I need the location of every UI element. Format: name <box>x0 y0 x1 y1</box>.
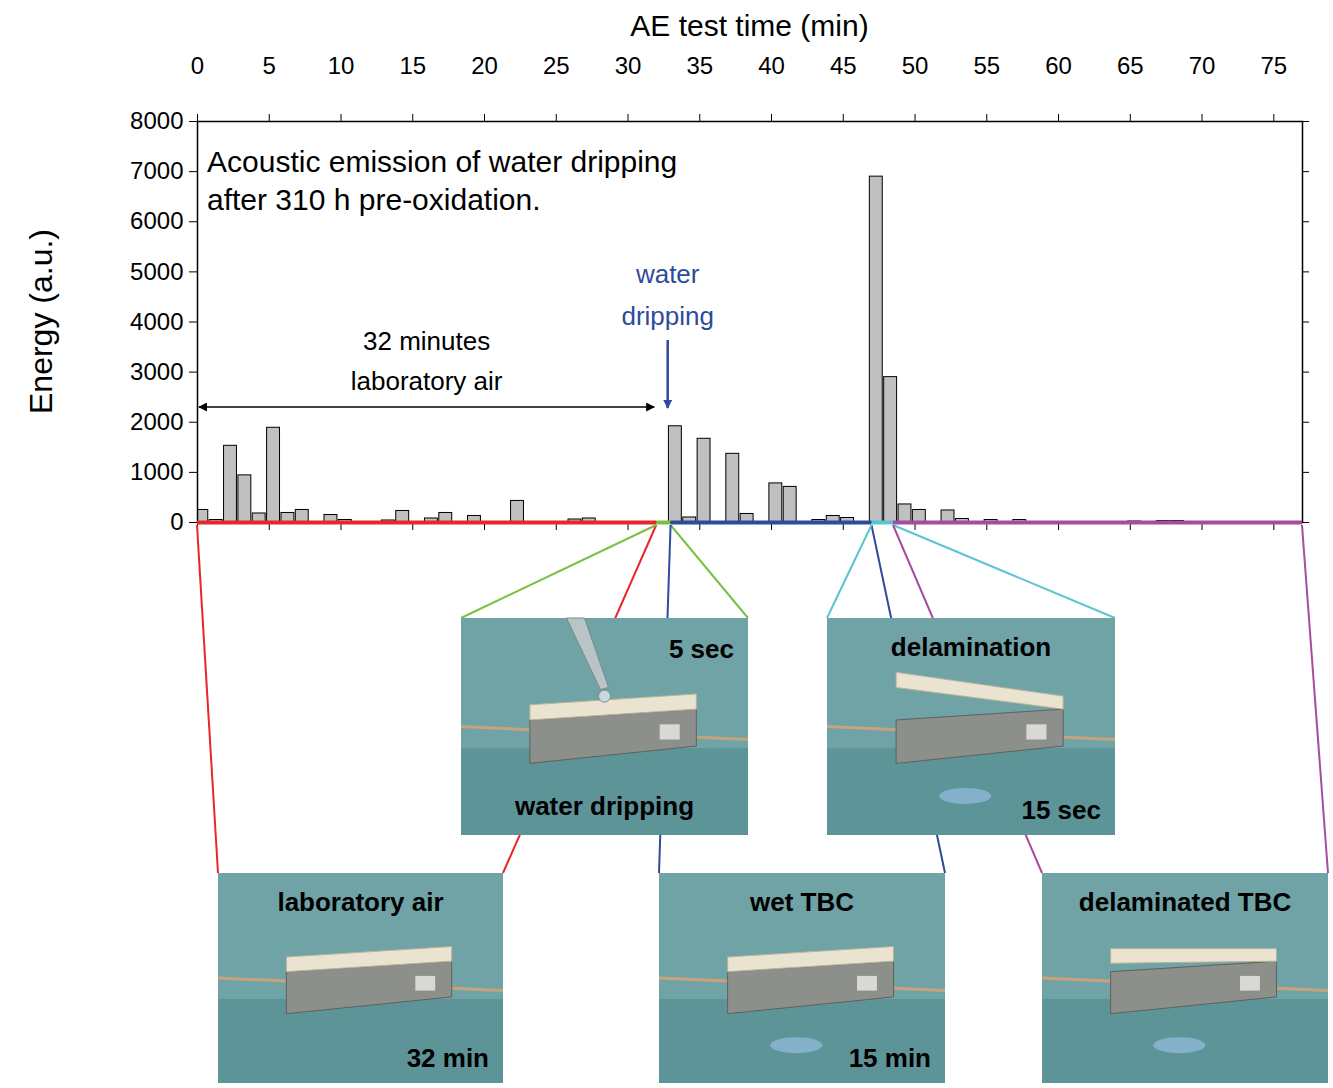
svg-text:1000: 1000 <box>130 458 183 485</box>
svg-text:6000: 6000 <box>130 207 183 234</box>
svg-text:Acoustic emission of water dri: Acoustic emission of water dripping <box>207 145 677 178</box>
svg-text:65: 65 <box>1117 52 1144 79</box>
svg-text:laboratory air: laboratory air <box>277 887 443 917</box>
svg-text:50: 50 <box>902 52 929 79</box>
svg-text:Energy (a.u.): Energy (a.u.) <box>23 229 59 414</box>
svg-text:laboratory air: laboratory air <box>351 366 503 396</box>
svg-text:AE test time (min): AE test time (min) <box>630 9 868 42</box>
svg-text:25: 25 <box>543 52 570 79</box>
svg-text:water: water <box>635 259 700 289</box>
svg-text:delaminated TBC: delaminated TBC <box>1079 887 1292 917</box>
svg-text:10: 10 <box>328 52 355 79</box>
svg-text:5000: 5000 <box>130 258 183 285</box>
svg-text:5 sec: 5 sec <box>669 634 734 664</box>
svg-text:30: 30 <box>615 52 642 79</box>
svg-text:20: 20 <box>471 52 498 79</box>
svg-text:water dripping: water dripping <box>514 791 694 821</box>
svg-text:15 sec: 15 sec <box>1021 795 1101 825</box>
svg-text:3000: 3000 <box>130 358 183 385</box>
svg-text:delamination: delamination <box>891 632 1051 662</box>
svg-text:45: 45 <box>830 52 857 79</box>
svg-text:wet TBC: wet TBC <box>749 887 854 917</box>
svg-text:7000: 7000 <box>130 157 183 184</box>
svg-text:8000: 8000 <box>130 107 183 134</box>
svg-text:0: 0 <box>170 508 183 535</box>
svg-text:35: 35 <box>686 52 713 79</box>
svg-text:after 310 h pre-oxidation.: after 310 h pre-oxidation. <box>207 183 541 216</box>
svg-text:55: 55 <box>973 52 1000 79</box>
svg-text:15 min: 15 min <box>849 1043 931 1073</box>
svg-text:32 min: 32 min <box>407 1043 489 1073</box>
svg-text:70: 70 <box>1189 52 1216 79</box>
svg-text:5: 5 <box>263 52 276 79</box>
svg-text:15: 15 <box>399 52 426 79</box>
svg-text:0: 0 <box>191 52 204 79</box>
svg-text:4000: 4000 <box>130 308 183 335</box>
svg-text:2000: 2000 <box>130 408 183 435</box>
svg-text:40: 40 <box>758 52 785 79</box>
svg-text:dripping: dripping <box>621 301 714 331</box>
svg-text:60: 60 <box>1045 52 1072 79</box>
svg-text:32 minutes: 32 minutes <box>363 326 490 356</box>
svg-text:75: 75 <box>1260 52 1287 79</box>
